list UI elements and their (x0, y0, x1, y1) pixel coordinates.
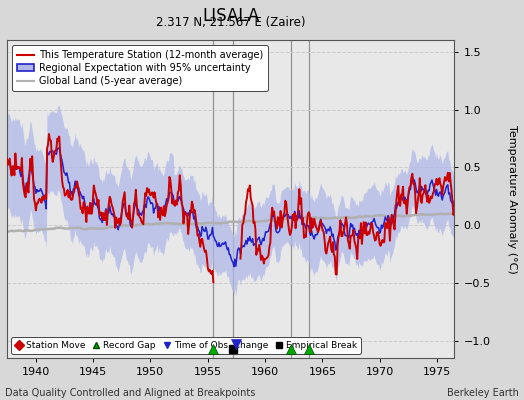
Text: 2.317 N, 21.567 E (Zaire): 2.317 N, 21.567 E (Zaire) (156, 16, 305, 29)
Text: Berkeley Earth: Berkeley Earth (447, 388, 519, 398)
Y-axis label: Temperature Anomaly (°C): Temperature Anomaly (°C) (507, 125, 517, 274)
Title: LISALA: LISALA (202, 7, 259, 25)
Text: Data Quality Controlled and Aligned at Breakpoints: Data Quality Controlled and Aligned at B… (5, 388, 256, 398)
Legend: Station Move, Record Gap, Time of Obs. Change, Empirical Break: Station Move, Record Gap, Time of Obs. C… (12, 337, 361, 354)
